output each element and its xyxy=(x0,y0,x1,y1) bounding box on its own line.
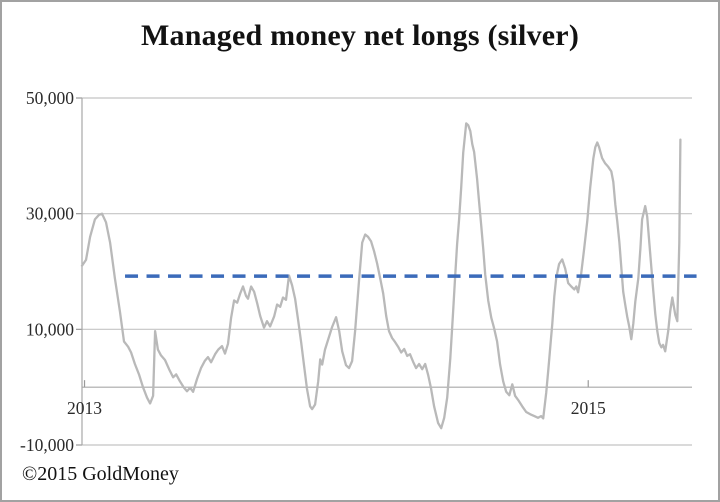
x-axis-tick-label: 2013 xyxy=(67,398,102,418)
y-axis-tick-label: 10,000 xyxy=(26,319,74,339)
series-line xyxy=(80,122,682,430)
x-axis-tick-label: 2015 xyxy=(571,398,606,418)
copyright-credit: ©2015 GoldMoney xyxy=(22,463,179,485)
y-axis-tick-label: 50,000 xyxy=(26,88,74,108)
y-axis-tick-label: 30,000 xyxy=(26,204,74,224)
chart-title: Managed money net longs (silver) xyxy=(140,19,580,52)
y-axis-tick-label: -10,000 xyxy=(20,435,74,455)
